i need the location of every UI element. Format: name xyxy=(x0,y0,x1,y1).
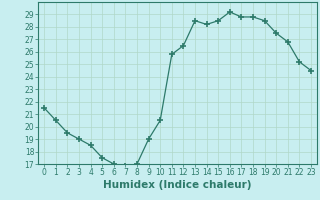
X-axis label: Humidex (Indice chaleur): Humidex (Indice chaleur) xyxy=(103,180,252,190)
